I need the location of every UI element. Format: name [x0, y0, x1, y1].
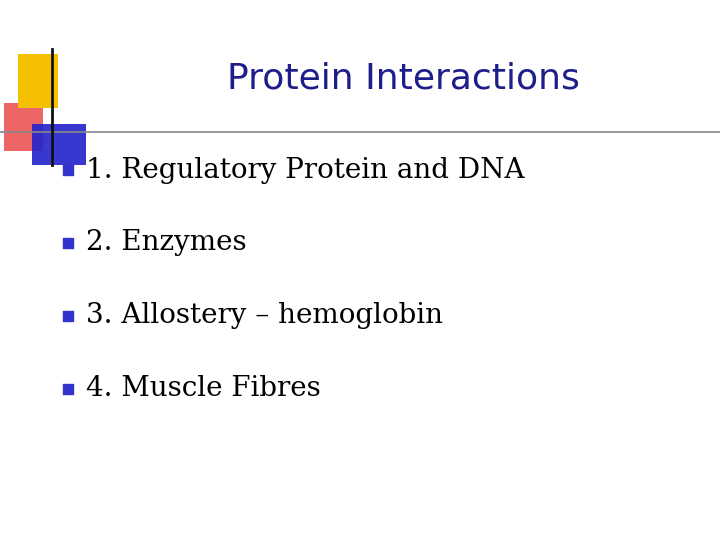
Point	[63, 239, 74, 247]
Point	[63, 384, 74, 393]
Text: 4. Muscle Fibres: 4. Muscle Fibres	[86, 375, 321, 402]
Point	[63, 312, 74, 320]
Text: Protein Interactions: Protein Interactions	[227, 62, 580, 95]
Text: 3. Allostery – hemoglobin: 3. Allostery – hemoglobin	[86, 302, 444, 329]
FancyBboxPatch shape	[4, 103, 43, 151]
Text: 1. Regulatory Protein and DNA: 1. Regulatory Protein and DNA	[86, 157, 525, 184]
FancyBboxPatch shape	[32, 124, 86, 165]
FancyBboxPatch shape	[18, 54, 58, 108]
Text: 2. Enzymes: 2. Enzymes	[86, 230, 247, 256]
Point	[63, 166, 74, 174]
